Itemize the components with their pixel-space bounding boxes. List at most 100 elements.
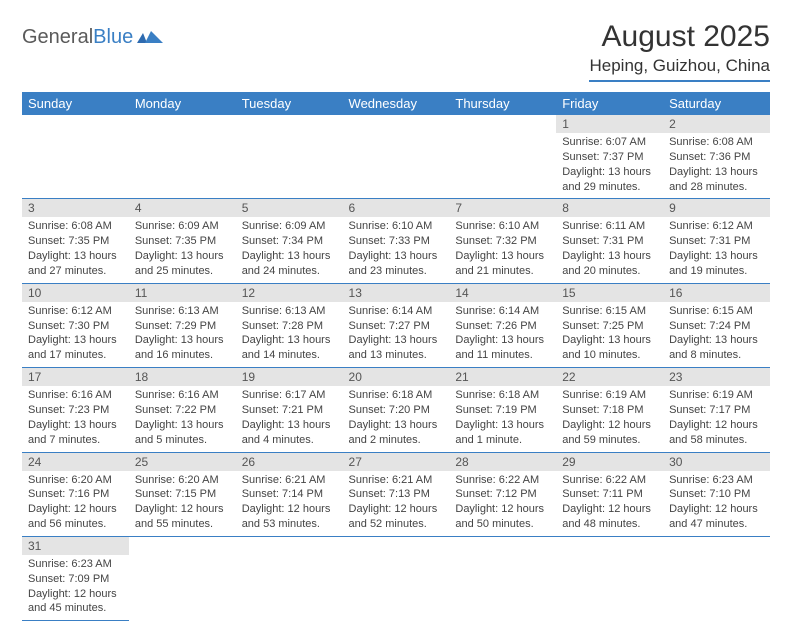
day-number: 2 — [663, 115, 770, 133]
day-line-dl2: and 1 minute. — [455, 433, 550, 448]
weekday-header: Thursday — [449, 92, 556, 115]
day-line-ss: Sunset: 7:25 PM — [562, 319, 657, 334]
day-line-dl2: and 53 minutes. — [242, 517, 337, 532]
day-line-ss: Sunset: 7:16 PM — [28, 487, 123, 502]
day-line-ss: Sunset: 7:31 PM — [669, 234, 764, 249]
day-number: 4 — [129, 199, 236, 217]
calendar-cell: 26Sunrise: 6:21 AMSunset: 7:14 PMDayligh… — [236, 452, 343, 536]
day-number: 17 — [22, 368, 129, 386]
day-line-sr: Sunrise: 6:21 AM — [242, 473, 337, 488]
day-line-sr: Sunrise: 6:09 AM — [242, 219, 337, 234]
calendar-cell: 24Sunrise: 6:20 AMSunset: 7:16 PMDayligh… — [22, 452, 129, 536]
day-line-dl1: Daylight: 13 hours — [669, 333, 764, 348]
day-line-ss: Sunset: 7:14 PM — [242, 487, 337, 502]
day-line-dl2: and 19 minutes. — [669, 264, 764, 279]
day-number: 18 — [129, 368, 236, 386]
day-number: 22 — [556, 368, 663, 386]
day-line-sr: Sunrise: 6:20 AM — [28, 473, 123, 488]
day-content: Sunrise: 6:23 AMSunset: 7:09 PMDaylight:… — [22, 555, 129, 620]
calendar-cell: 19Sunrise: 6:17 AMSunset: 7:21 PMDayligh… — [236, 368, 343, 452]
calendar-cell: 3Sunrise: 6:08 AMSunset: 7:35 PMDaylight… — [22, 199, 129, 283]
day-line-dl2: and 45 minutes. — [28, 601, 123, 616]
day-content: Sunrise: 6:18 AMSunset: 7:20 PMDaylight:… — [343, 386, 450, 451]
calendar-cell: 12Sunrise: 6:13 AMSunset: 7:28 PMDayligh… — [236, 283, 343, 367]
day-line-ss: Sunset: 7:31 PM — [562, 234, 657, 249]
brand-word2: Blue — [93, 26, 133, 49]
weekday-header: Tuesday — [236, 92, 343, 115]
day-content: Sunrise: 6:09 AMSunset: 7:34 PMDaylight:… — [236, 217, 343, 282]
day-content: Sunrise: 6:21 AMSunset: 7:14 PMDaylight:… — [236, 471, 343, 536]
calendar-cell — [236, 115, 343, 199]
calendar-cell: 1Sunrise: 6:07 AMSunset: 7:37 PMDaylight… — [556, 115, 663, 199]
calendar-cell — [236, 536, 343, 620]
day-line-ss: Sunset: 7:18 PM — [562, 403, 657, 418]
calendar-cell: 4Sunrise: 6:09 AMSunset: 7:35 PMDaylight… — [129, 199, 236, 283]
day-line-sr: Sunrise: 6:16 AM — [135, 388, 230, 403]
day-content: Sunrise: 6:20 AMSunset: 7:15 PMDaylight:… — [129, 471, 236, 536]
calendar-week: 17Sunrise: 6:16 AMSunset: 7:23 PMDayligh… — [22, 368, 770, 452]
day-line-dl1: Daylight: 13 hours — [455, 418, 550, 433]
calendar-week: 3Sunrise: 6:08 AMSunset: 7:35 PMDaylight… — [22, 199, 770, 283]
day-number: 13 — [343, 284, 450, 302]
day-line-ss: Sunset: 7:09 PM — [28, 572, 123, 587]
day-line-dl1: Daylight: 12 hours — [242, 502, 337, 517]
calendar-week: 10Sunrise: 6:12 AMSunset: 7:30 PMDayligh… — [22, 283, 770, 367]
day-line-sr: Sunrise: 6:23 AM — [669, 473, 764, 488]
calendar-cell: 17Sunrise: 6:16 AMSunset: 7:23 PMDayligh… — [22, 368, 129, 452]
day-line-dl1: Daylight: 13 hours — [242, 333, 337, 348]
day-line-sr: Sunrise: 6:22 AM — [562, 473, 657, 488]
day-line-ss: Sunset: 7:35 PM — [28, 234, 123, 249]
day-line-dl1: Daylight: 13 hours — [242, 249, 337, 264]
calendar-cell: 10Sunrise: 6:12 AMSunset: 7:30 PMDayligh… — [22, 283, 129, 367]
day-line-sr: Sunrise: 6:20 AM — [135, 473, 230, 488]
day-number: 3 — [22, 199, 129, 217]
calendar-cell: 5Sunrise: 6:09 AMSunset: 7:34 PMDaylight… — [236, 199, 343, 283]
day-content: Sunrise: 6:13 AMSunset: 7:29 PMDaylight:… — [129, 302, 236, 367]
day-line-dl1: Daylight: 13 hours — [28, 333, 123, 348]
day-content: Sunrise: 6:21 AMSunset: 7:13 PMDaylight:… — [343, 471, 450, 536]
day-line-ss: Sunset: 7:13 PM — [349, 487, 444, 502]
day-line-dl1: Daylight: 12 hours — [669, 502, 764, 517]
day-line-dl2: and 55 minutes. — [135, 517, 230, 532]
day-line-ss: Sunset: 7:12 PM — [455, 487, 550, 502]
day-number: 1 — [556, 115, 663, 133]
day-content: Sunrise: 6:07 AMSunset: 7:37 PMDaylight:… — [556, 133, 663, 198]
day-content: Sunrise: 6:10 AMSunset: 7:33 PMDaylight:… — [343, 217, 450, 282]
day-line-dl2: and 28 minutes. — [669, 180, 764, 195]
day-line-dl2: and 56 minutes. — [28, 517, 123, 532]
day-number: 24 — [22, 453, 129, 471]
day-line-ss: Sunset: 7:23 PM — [28, 403, 123, 418]
day-line-dl1: Daylight: 12 hours — [135, 502, 230, 517]
day-content: Sunrise: 6:08 AMSunset: 7:36 PMDaylight:… — [663, 133, 770, 198]
calendar-cell: 28Sunrise: 6:22 AMSunset: 7:12 PMDayligh… — [449, 452, 556, 536]
calendar-cell: 6Sunrise: 6:10 AMSunset: 7:33 PMDaylight… — [343, 199, 450, 283]
month-title: August 2025 — [589, 20, 770, 54]
day-content: Sunrise: 6:11 AMSunset: 7:31 PMDaylight:… — [556, 217, 663, 282]
day-number: 19 — [236, 368, 343, 386]
day-line-sr: Sunrise: 6:22 AM — [455, 473, 550, 488]
day-number: 11 — [129, 284, 236, 302]
calendar-cell: 23Sunrise: 6:19 AMSunset: 7:17 PMDayligh… — [663, 368, 770, 452]
day-line-ss: Sunset: 7:22 PM — [135, 403, 230, 418]
day-line-dl2: and 24 minutes. — [242, 264, 337, 279]
day-line-dl1: Daylight: 13 hours — [349, 249, 444, 264]
day-line-dl1: Daylight: 13 hours — [28, 418, 123, 433]
day-line-ss: Sunset: 7:32 PM — [455, 234, 550, 249]
day-number: 5 — [236, 199, 343, 217]
day-line-sr: Sunrise: 6:12 AM — [669, 219, 764, 234]
day-line-sr: Sunrise: 6:10 AM — [349, 219, 444, 234]
day-content: Sunrise: 6:08 AMSunset: 7:35 PMDaylight:… — [22, 217, 129, 282]
day-line-dl1: Daylight: 13 hours — [242, 418, 337, 433]
calendar-cell — [343, 536, 450, 620]
day-line-dl2: and 21 minutes. — [455, 264, 550, 279]
day-number: 31 — [22, 537, 129, 555]
calendar-cell: 8Sunrise: 6:11 AMSunset: 7:31 PMDaylight… — [556, 199, 663, 283]
day-line-dl1: Daylight: 13 hours — [135, 333, 230, 348]
day-content: Sunrise: 6:22 AMSunset: 7:12 PMDaylight:… — [449, 471, 556, 536]
day-number: 15 — [556, 284, 663, 302]
day-line-ss: Sunset: 7:30 PM — [28, 319, 123, 334]
weekday-header: Monday — [129, 92, 236, 115]
day-line-ss: Sunset: 7:27 PM — [349, 319, 444, 334]
day-number: 7 — [449, 199, 556, 217]
calendar-table: SundayMondayTuesdayWednesdayThursdayFrid… — [22, 92, 770, 621]
